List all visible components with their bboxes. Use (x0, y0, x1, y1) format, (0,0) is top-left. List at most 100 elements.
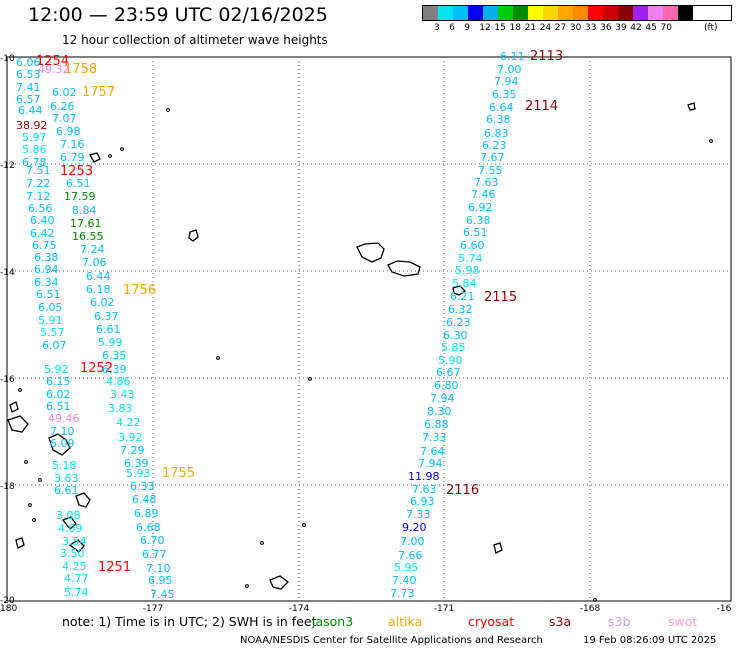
pass-label: 2114 (525, 99, 558, 114)
legend-labels: 3 6 9 12 15 18 21 24 27 30 33 36 39 42 45 70 (ft) (422, 21, 732, 35)
island-outline (48, 433, 71, 456)
wave-height-value: 6.38 (466, 214, 491, 227)
legend-label: 33 (585, 23, 597, 33)
y-tick-label: -16 (0, 375, 15, 385)
wave-height-value: 6.68 (136, 521, 161, 534)
wave-height-value: 6.64 (489, 101, 514, 114)
legend-label: 24 (539, 23, 552, 33)
wave-height-value: 6.37 (94, 310, 119, 323)
wave-height-value: 6.34 (34, 276, 59, 289)
x-tick-label: -16 (717, 604, 732, 614)
wave-height-value: 7.33 (406, 508, 431, 521)
island-outline (7, 415, 29, 433)
island-outline (15, 537, 25, 549)
wave-height-value: 7.10 (50, 425, 75, 438)
wave-height-value: 6.09 (50, 437, 75, 450)
wave-height-value: 7.29 (120, 444, 145, 457)
wave-height-value: 6.02 (46, 388, 71, 401)
island-dot (28, 503, 32, 507)
island-dot (24, 460, 28, 464)
legend-swatch (498, 6, 513, 20)
wave-height-value: 3.92 (118, 431, 143, 444)
wave-height-value: 6.18 (86, 283, 111, 296)
wave-height-value: 6.39 (102, 363, 127, 376)
x-tick-label: -168 (580, 604, 601, 614)
wave-height-value: 6.56 (28, 202, 53, 215)
page-subtitle: 12 hour collection of altimeter wave hei… (62, 33, 328, 47)
wave-height-value: 3.54 (62, 535, 87, 548)
y-tick-label: -14 (0, 268, 15, 278)
pass-label: 1253 (60, 164, 93, 179)
generated-timestamp: 19 Feb 08:26:09 UTC 2025 (583, 635, 717, 646)
island-dot (245, 584, 249, 588)
wave-height-value: 6.51 (463, 226, 488, 239)
legend-swatch (453, 6, 468, 20)
island-dot (18, 388, 22, 392)
wave-height-value: 17.61 (70, 217, 102, 230)
wave-height-value: 5.93 (126, 467, 151, 480)
wave-height-value: 6.40 (30, 214, 55, 227)
wave-height-value: 6.79 (60, 151, 85, 164)
island-outline (89, 152, 101, 163)
y-tick-label: -12 (0, 161, 15, 171)
wave-height-value: 7.94 (430, 392, 455, 405)
wave-height-value: 6.75 (32, 239, 57, 252)
wave-height-value: 6.23 (446, 316, 471, 329)
wave-height-value: 6.67 (436, 366, 461, 379)
legend-swatch (573, 6, 588, 20)
island-outline (452, 285, 467, 296)
wave-height-value: 4.86 (106, 375, 131, 388)
pass-label: 1252 (80, 361, 113, 376)
island-dot (108, 154, 112, 158)
wave-height-value: 7.33 (422, 431, 447, 444)
wave-height-value: 16.55 (72, 230, 104, 243)
wave-height-value: 4.77 (64, 572, 89, 585)
wave-height-value: 7.00 (400, 535, 425, 548)
x-tick-label: -171 (434, 604, 454, 614)
island-outline (188, 229, 199, 242)
wave-height-value: 7.46 (471, 188, 496, 201)
legend-label: 9 (464, 23, 470, 33)
wave-height-value: 7.45 (150, 588, 175, 601)
wave-height-value: 6.05 (38, 301, 63, 314)
wave-height-value: 7.73 (390, 587, 415, 600)
wave-height-value: 3.50 (60, 547, 85, 560)
x-tick-label: -180 (0, 604, 17, 614)
wave-height-value: 38.92 (16, 119, 48, 132)
y-tick-label: -18 (0, 482, 15, 492)
wave-height-value: 6.35 (102, 349, 127, 362)
island-dot (260, 541, 264, 545)
wave-height-value: 6.42 (30, 227, 55, 240)
wave-height-value: 6.38 (34, 251, 59, 264)
wave-height-value: 7.12 (26, 190, 51, 203)
pass-label: 2116 (446, 483, 479, 498)
wave-height-value: 6.51 (46, 400, 71, 413)
island-outline (687, 102, 696, 111)
wave-height-value: 5.98 (455, 264, 480, 277)
island-outline (269, 575, 289, 590)
island-outline (356, 242, 385, 263)
wave-height-value: 6.57 (16, 93, 41, 106)
legend-label: 30 (569, 23, 582, 33)
legend-label: 6 (449, 23, 455, 33)
legend-label: 12 (479, 23, 491, 33)
wave-height-value: 6.15 (46, 375, 71, 388)
wave-height-value: 8.84 (72, 204, 97, 217)
wave-height-value: 6.48 (132, 493, 157, 506)
legend-label: 45 (645, 23, 657, 33)
wave-height-value: 11.98 (408, 470, 440, 483)
island-dot (166, 108, 170, 112)
satellite-altika-label: altika (388, 614, 423, 629)
wave-height-value: 6.02 (90, 296, 115, 309)
wave-height-value: 7.51 (26, 164, 51, 177)
satellite-s3b-label: s3b (608, 614, 631, 629)
island-dot (32, 518, 36, 522)
island-outline (75, 492, 91, 508)
wave-height-value: 5.95 (394, 561, 419, 574)
wave-height-value: 7.66 (398, 549, 423, 562)
wave-height-value: 6.51 (36, 288, 61, 301)
wave-height-value: 5.84 (452, 277, 477, 290)
pass-label: 1755 (162, 466, 195, 481)
legend-label: (ft) (704, 23, 718, 33)
island-dot (308, 377, 312, 381)
